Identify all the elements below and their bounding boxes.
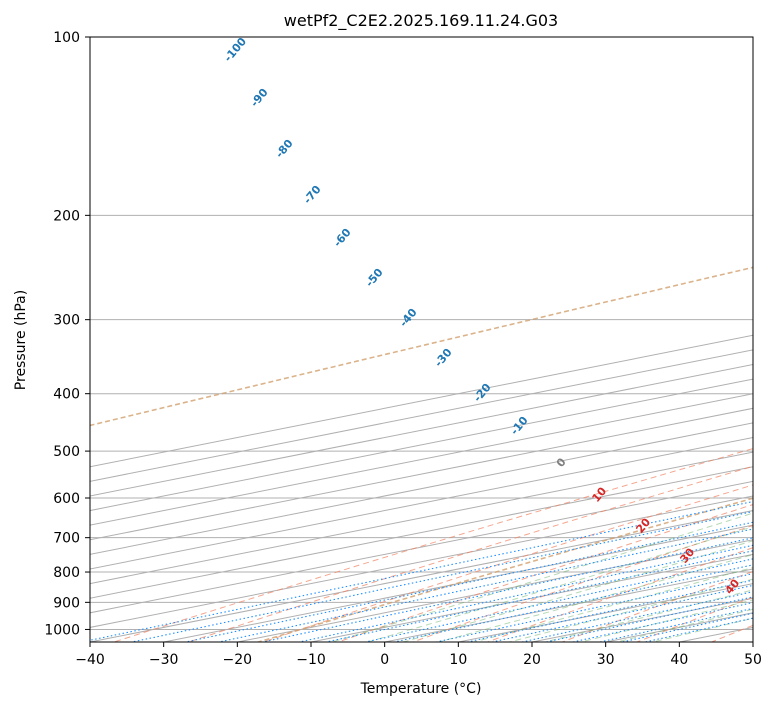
moist-adiabat	[436, 554, 753, 642]
x-tick-label: 20	[523, 652, 541, 668]
guide-curve	[90, 266, 753, 427]
isotherm-line	[90, 495, 753, 628]
warm-isotherm-label: 20	[633, 515, 653, 535]
isotherm-label: -10	[508, 414, 531, 438]
isotherm-label: -80	[273, 137, 296, 161]
isotherm-label: -60	[331, 226, 354, 250]
background-lines	[90, 10, 775, 654]
mixing-ratio-line	[570, 601, 753, 642]
mixing-ratio-line	[183, 521, 753, 642]
isotherm-line	[234, 539, 753, 642]
y-tick-label: 800	[53, 565, 80, 581]
x-axis-title: Temperature (°C)	[360, 681, 482, 697]
mixing-ratio-line	[90, 500, 753, 641]
x-tick-label: −30	[149, 652, 179, 668]
moist-adiabat	[614, 608, 753, 642]
axes: −40 −30 −20 −10 0 10 20 30 40 5010020030040050060…	[44, 30, 762, 668]
isotherm-line	[90, 349, 753, 482]
isotherm-line	[90, 407, 753, 541]
moist-adiabat	[507, 578, 753, 642]
y-tick-label: 300	[53, 313, 80, 329]
mixing-ratio-line	[597, 607, 753, 642]
y-tick-label: 200	[53, 208, 80, 224]
y-tick-label: 600	[53, 491, 80, 507]
isotherm-line	[90, 393, 753, 526]
x-tick-label: 10	[449, 652, 467, 668]
contour-labels: 0.10.20.40.611.52346810131620253036-100-…	[221, 35, 742, 597]
y-tick-label: 500	[53, 444, 80, 460]
dry-adiabat	[758, 37, 775, 654]
isotherm-label: -90	[248, 86, 271, 110]
dry-adiabat	[261, 484, 753, 642]
chart-title: wetPf2_C2E2.2025.169.11.24.G03	[284, 11, 558, 31]
dry-adiabat	[486, 547, 753, 642]
isotherm-line	[90, 466, 753, 599]
mixing-ratio-line	[543, 596, 753, 642]
isotherm-label: -20	[471, 381, 494, 405]
warm-isotherm-label: 30	[677, 545, 697, 565]
guide-curve	[255, 497, 753, 642]
isotherm-line	[455, 583, 753, 642]
y-tick-label: 100	[53, 30, 80, 46]
isotherm-label: -40	[397, 306, 420, 330]
y-tick-label: 1000	[44, 622, 80, 638]
x-tick-label: 40	[670, 652, 688, 668]
isotherm-line	[161, 524, 753, 642]
isotherm-line	[766, 10, 775, 654]
isotherm-line	[382, 568, 753, 642]
y-axis-title: Pressure (hPa)	[13, 290, 29, 390]
moist-adiabat	[542, 589, 753, 642]
x-tick-label: 30	[597, 652, 615, 668]
isotherm-line	[90, 437, 753, 570]
mixing-ratio-line	[433, 573, 753, 642]
isotherm-line	[90, 451, 753, 585]
isotherm-line	[676, 626, 753, 642]
x-tick-label: 0	[380, 652, 389, 668]
x-tick-label: −20	[223, 652, 253, 668]
isotherm-line	[90, 334, 753, 468]
y-tick-label: 700	[53, 531, 80, 547]
zero-isotherm-label: 0	[554, 455, 569, 469]
mixing-ratio-line	[362, 558, 753, 642]
isotherm-line	[90, 363, 753, 497]
dry-adiabat	[411, 524, 753, 642]
x-tick-label: 50	[744, 652, 762, 668]
plot-frame	[89, 36, 754, 643]
dry-adiabat	[187, 465, 753, 642]
isotherm-label: -70	[301, 183, 324, 207]
isotherm-label: -100	[221, 35, 249, 65]
mixing-ratio-line	[260, 537, 753, 642]
y-tick-label: 900	[53, 595, 80, 611]
x-tick-label: −40	[75, 652, 105, 668]
isotherm-line	[90, 480, 753, 614]
moist-adiabat	[365, 526, 753, 642]
y-tick-label: 400	[53, 387, 80, 403]
isotherm-line	[90, 510, 753, 642]
warm-isotherm-label: 10	[589, 484, 609, 504]
dry-adiabat	[635, 596, 753, 642]
isotherm-label: -30	[432, 346, 455, 370]
isotherm-line	[603, 612, 753, 642]
isotherm-line	[750, 641, 753, 642]
mixing-ratio-line	[391, 564, 753, 642]
isotherm-label: -50	[363, 266, 386, 290]
isotherm-line	[90, 378, 753, 512]
mixing-ratio-line	[296, 544, 753, 642]
x-tick-label: −10	[296, 652, 326, 668]
isotherm-line	[90, 422, 753, 555]
